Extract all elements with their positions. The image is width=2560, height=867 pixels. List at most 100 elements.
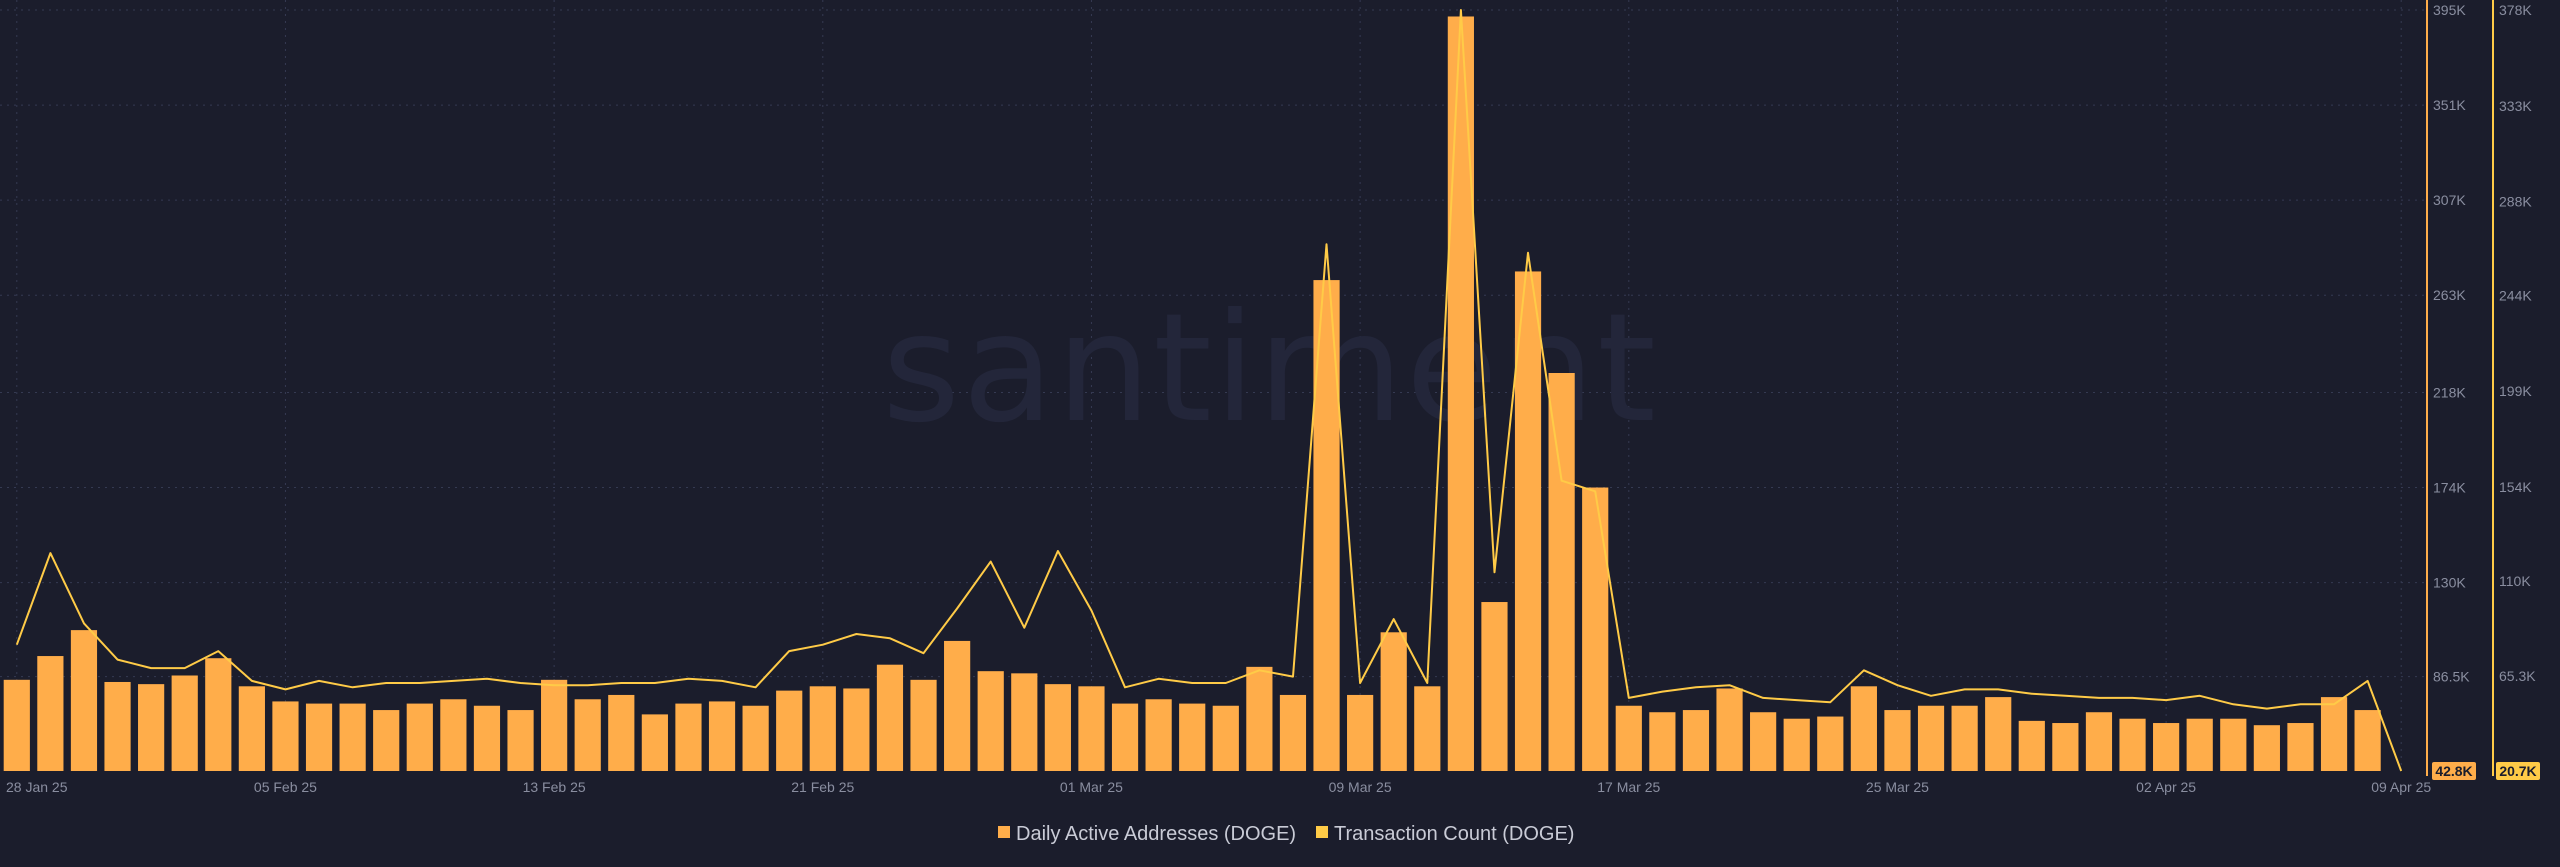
santiment-watermark: santiment: [882, 282, 1658, 456]
daa-bar[interactable]: [171, 675, 198, 771]
daa-bar[interactable]: [1179, 703, 1206, 771]
daa-bar[interactable]: [1514, 271, 1542, 771]
x-tick-label: 09 Apr 25: [2371, 779, 2431, 795]
legend-label-daa: Daily Active Addresses (DOGE): [1016, 823, 1296, 845]
daa-bar[interactable]: [809, 686, 836, 771]
x-tick-label: 21 Feb 25: [791, 779, 854, 795]
daa-bar[interactable]: [1481, 602, 1508, 771]
daa-bar[interactable]: [1246, 666, 1273, 771]
daa-bar[interactable]: [1078, 686, 1105, 771]
daa-bar[interactable]: [1985, 697, 2012, 771]
y-right-tick-label: 65.3K: [2499, 668, 2536, 684]
x-tick-label: 25 Mar 25: [1866, 779, 1929, 795]
daa-bar[interactable]: [574, 699, 601, 771]
daa-bar[interactable]: [1044, 684, 1071, 771]
daa-bar[interactable]: [1716, 688, 1743, 771]
daa-bar[interactable]: [1548, 372, 1575, 771]
daa-bar[interactable]: [1380, 632, 1407, 771]
daa-bar[interactable]: [373, 710, 400, 771]
daa-bar[interactable]: [272, 701, 299, 771]
tx-current-badge: 20.7K: [2496, 762, 2540, 780]
daa-bar[interactable]: [977, 671, 1004, 771]
daa-bar[interactable]: [1615, 705, 1642, 771]
daa-bar[interactable]: [104, 681, 131, 771]
x-tick-label: 02 Apr 25: [2136, 779, 2196, 795]
daa-bar[interactable]: [440, 699, 467, 771]
daa-bar[interactable]: [1279, 694, 1307, 771]
y-right-tick-label: 199K: [2499, 383, 2532, 399]
daa-bar[interactable]: [1951, 705, 1978, 771]
daa-bar[interactable]: [37, 656, 64, 771]
daa-bar[interactable]: [3, 679, 30, 771]
daa-bar[interactable]: [1111, 703, 1139, 771]
y-right-tick-label: 154K: [2499, 479, 2532, 495]
daa-bar[interactable]: [70, 630, 98, 771]
daa-bar[interactable]: [1783, 718, 1810, 771]
legend-item-daa[interactable]: Daily Active Addresses (DOGE): [998, 823, 1296, 845]
daa-bar[interactable]: [507, 710, 534, 771]
daa-bar[interactable]: [305, 703, 333, 771]
daa-bar[interactable]: [2320, 697, 2348, 771]
y-left-tick-label: 395K: [2433, 2, 2466, 18]
daa-bar[interactable]: [2018, 720, 2045, 771]
daa-bar[interactable]: [944, 640, 971, 771]
x-tick-label: 17 Mar 25: [1597, 779, 1660, 795]
daa-bar[interactable]: [1447, 16, 1474, 771]
daa-bar[interactable]: [1850, 686, 1877, 771]
daa-bar[interactable]: [641, 714, 668, 771]
daa-bar[interactable]: [910, 679, 937, 771]
y-left-tick-label: 307K: [2433, 192, 2466, 208]
daa-bar[interactable]: [2153, 723, 2180, 771]
daa-bar[interactable]: [1212, 705, 1239, 771]
daa-bar[interactable]: [675, 703, 702, 771]
y-left-tick-label: 263K: [2433, 287, 2466, 303]
daa-bar[interactable]: [541, 679, 568, 771]
daa-bar[interactable]: [876, 664, 904, 771]
daa-bar[interactable]: [2354, 710, 2381, 771]
daa-bar[interactable]: [1145, 699, 1172, 771]
daa-bar[interactable]: [2253, 725, 2280, 771]
grid-layer: [0, 0, 2425, 771]
daa-bar[interactable]: [1582, 487, 1609, 771]
x-tick-label: 05 Feb 25: [254, 779, 317, 795]
daa-bar[interactable]: [708, 701, 736, 771]
y-left-tick-label: 351K: [2433, 97, 2466, 113]
daa-bar[interactable]: [1682, 710, 1710, 771]
daa-bar[interactable]: [843, 688, 870, 771]
daa-bar[interactable]: [205, 658, 232, 771]
daa-bar[interactable]: [1917, 705, 1945, 771]
daa-bar[interactable]: [406, 703, 433, 771]
daa-bar[interactable]: [473, 705, 501, 771]
daa-bar[interactable]: [2052, 723, 2079, 771]
daa-bar[interactable]: [608, 694, 635, 771]
daa-bar[interactable]: [238, 686, 265, 771]
daa-bar[interactable]: [1750, 712, 1777, 771]
y-right-tick-label: 333K: [2499, 98, 2532, 114]
daa-bar[interactable]: [742, 705, 769, 771]
tx-current-value: 20.7K: [2499, 763, 2536, 779]
daa-bar[interactable]: [1414, 686, 1441, 771]
daa-bar[interactable]: [1884, 710, 1911, 771]
daa-bar[interactable]: [138, 684, 165, 771]
daa-bar[interactable]: [2119, 718, 2146, 771]
legend-swatch-daa: [998, 826, 1010, 838]
daa-bar[interactable]: [2085, 712, 2113, 771]
daa-bar[interactable]: [1817, 716, 1844, 771]
legend-swatch-tx: [1316, 826, 1328, 838]
daa-bar[interactable]: [2287, 723, 2314, 771]
daa-current-badge-bg: [2432, 762, 2476, 780]
daa-bar[interactable]: [2220, 718, 2247, 771]
tx-line[interactable]: [15, 9, 2403, 772]
x-tick-label: 28 Jan 25: [6, 779, 68, 795]
legend-item-tx[interactable]: Transaction Count (DOGE): [1316, 823, 1574, 845]
daa-bar[interactable]: [776, 690, 803, 771]
daa-bar[interactable]: [1649, 712, 1676, 771]
daa-bar[interactable]: [1347, 694, 1374, 771]
axis-layer: 395K 351K 307K 263K 218K 174K 130K 86.5K 378K 333…: [2426, 0, 2536, 776]
daa-bar[interactable]: [339, 703, 366, 771]
daa-bar[interactable]: [1011, 673, 1038, 771]
tx-line-layer: [15, 9, 2403, 772]
daa-bar[interactable]: [2186, 718, 2213, 771]
